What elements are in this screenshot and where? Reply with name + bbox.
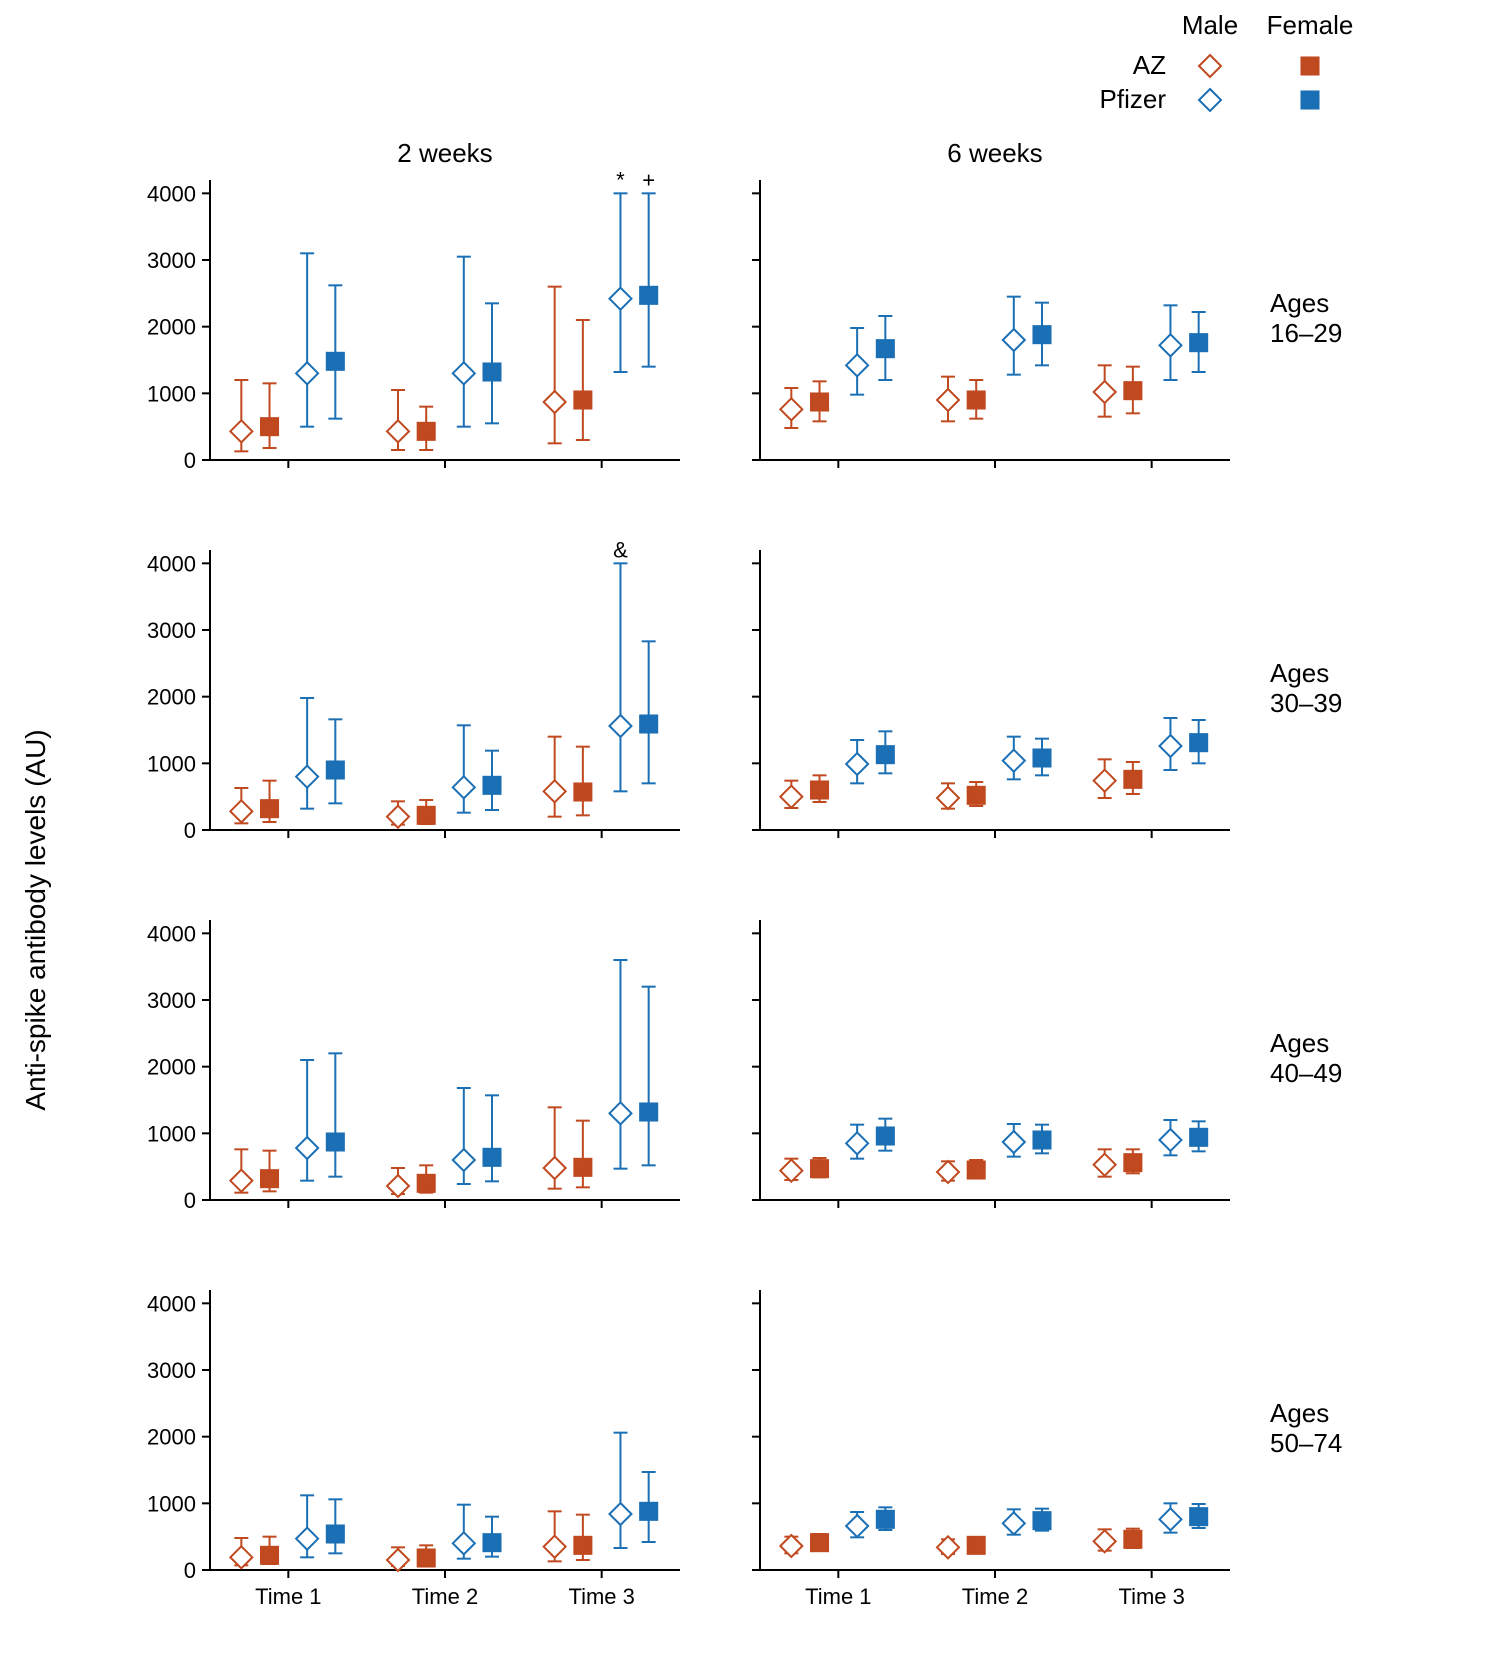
- legend-col-male: Male: [1182, 10, 1238, 40]
- row-title-line: 50–74: [1270, 1428, 1342, 1458]
- y-tick-label: 0: [184, 448, 196, 473]
- y-tick-label: 1000: [147, 1121, 196, 1146]
- column-title: 2 weeks: [397, 138, 492, 168]
- y-tick-label: 1000: [147, 381, 196, 406]
- significance-marker: *: [616, 167, 625, 192]
- y-tick-label: 4000: [147, 181, 196, 206]
- row-title-line: Ages: [1270, 1028, 1329, 1058]
- legend: Male Female AZ Pfizer: [1100, 10, 1354, 114]
- y-tick-label: 3000: [147, 988, 196, 1013]
- significance-marker: +: [642, 167, 655, 192]
- x-tick-label: Time 3: [568, 1584, 634, 1609]
- panel-r0-c0: 0 1000 2000 3000 4000 2 weeks * +: [147, 138, 680, 473]
- x-tick-label: Time 1: [255, 1584, 321, 1609]
- row-title-line: Ages: [1270, 288, 1329, 318]
- legend-col-female: Female: [1267, 10, 1354, 40]
- y-tick-label: 0: [184, 1558, 196, 1583]
- panel-r2-c1: Ages40–49: [752, 920, 1342, 1208]
- y-tick-label: 4000: [147, 1291, 196, 1316]
- antibody-panel-chart: Male Female AZ Pfizer Anti-spike antibody le…: [0, 0, 1500, 1677]
- row-title-line: 40–49: [1270, 1058, 1342, 1088]
- y-tick-label: 0: [184, 1188, 196, 1213]
- y-axis-title: Anti-spike antibody levels (AU): [20, 729, 51, 1110]
- y-tick-label: 1000: [147, 1491, 196, 1516]
- y-tick-label: 2000: [147, 1055, 196, 1080]
- y-tick-label: 3000: [147, 1358, 196, 1383]
- panel-r3-c0: 0 1000 2000 3000 4000 Time 1 Time 2 Time 3: [147, 1290, 680, 1609]
- significance-marker: &: [613, 537, 628, 562]
- y-tick-label: 3000: [147, 618, 196, 643]
- row-title-line: Ages: [1270, 1398, 1329, 1428]
- y-tick-label: 2000: [147, 1425, 196, 1450]
- legend-row-az: AZ: [1133, 50, 1166, 80]
- row-title-line: 16–29: [1270, 318, 1342, 348]
- panel-r1-c1: Ages30–39: [752, 550, 1342, 838]
- x-tick-label: Time 3: [1118, 1584, 1184, 1609]
- y-tick-label: 3000: [147, 248, 196, 273]
- y-tick-label: 0: [184, 818, 196, 843]
- y-tick-label: 2000: [147, 315, 196, 340]
- row-title-line: 30–39: [1270, 688, 1342, 718]
- x-tick-label: Time 2: [412, 1584, 478, 1609]
- y-tick-label: 1000: [147, 751, 196, 776]
- y-tick-label: 2000: [147, 685, 196, 710]
- y-tick-label: 4000: [147, 921, 196, 946]
- panel-r0-c1: 6 weeks Ages16–29: [752, 138, 1342, 468]
- y-tick-label: 4000: [147, 551, 196, 576]
- row-title-line: Ages: [1270, 658, 1329, 688]
- panel-r1-c0: 0 1000 2000 3000 4000 &: [147, 537, 680, 843]
- legend-row-pfizer: Pfizer: [1100, 84, 1167, 114]
- x-tick-label: Time 2: [962, 1584, 1028, 1609]
- panel-r3-c1: Time 1 Time 2 Time 3 Ages50–74: [752, 1290, 1342, 1609]
- column-title: 6 weeks: [947, 138, 1042, 168]
- panel-r2-c0: 0 1000 2000 3000 4000: [147, 920, 680, 1213]
- x-tick-label: Time 1: [805, 1584, 871, 1609]
